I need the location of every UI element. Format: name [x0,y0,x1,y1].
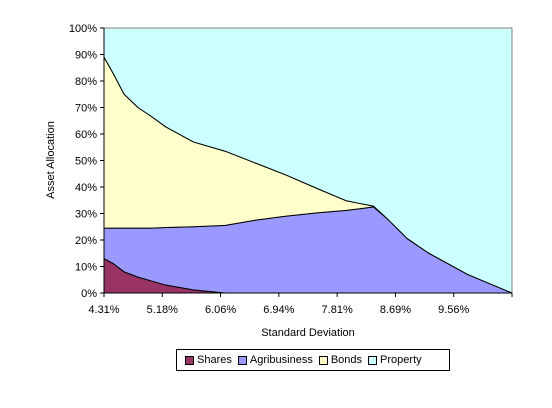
y-tick-label: 20% [75,235,97,247]
y-axis-title: Asset Allocation [45,121,57,199]
y-tick-label: 70% [75,103,97,115]
legend-item-agribusiness: Agribusiness [237,354,313,366]
legend-label: Bonds [330,354,363,366]
y-tick-label: 90% [75,50,97,62]
y-tick-label: 60% [75,129,97,141]
y-tick-label: 0% [81,288,97,300]
x-tick-label: 7.81% [322,304,353,316]
x-tick-label: 5.18% [147,304,178,316]
y-tick-label: 40% [75,182,97,194]
x-tick-label: 8.69% [380,304,411,316]
legend-swatch [318,355,328,365]
legend: Shares Agribusiness Bonds Property [176,349,450,371]
x-tick-label: 4.31% [88,304,119,316]
y-tick-label: 30% [75,209,97,221]
x-tick-label: 6.06% [205,304,236,316]
legend-label: Agribusiness [249,354,313,366]
legend-label: Property [380,354,422,366]
legend-item-shares: Shares [185,354,232,366]
y-tick-label: 50% [75,156,97,168]
legend-label: Shares [197,354,232,366]
legend-swatch [237,355,247,365]
y-tick-label: 100% [69,23,97,35]
legend-item-property: Property [368,354,422,366]
x-axis-title: Standard Deviation [261,327,355,339]
legend-swatch [185,355,194,365]
legend-item-bonds: Bonds [318,354,363,366]
y-tick-label: 80% [75,76,97,88]
x-tick-label: 9.56% [438,304,469,316]
y-tick-label: 10% [75,262,97,274]
legend-swatch [368,355,378,365]
x-tick-label: 6.94% [263,304,294,316]
